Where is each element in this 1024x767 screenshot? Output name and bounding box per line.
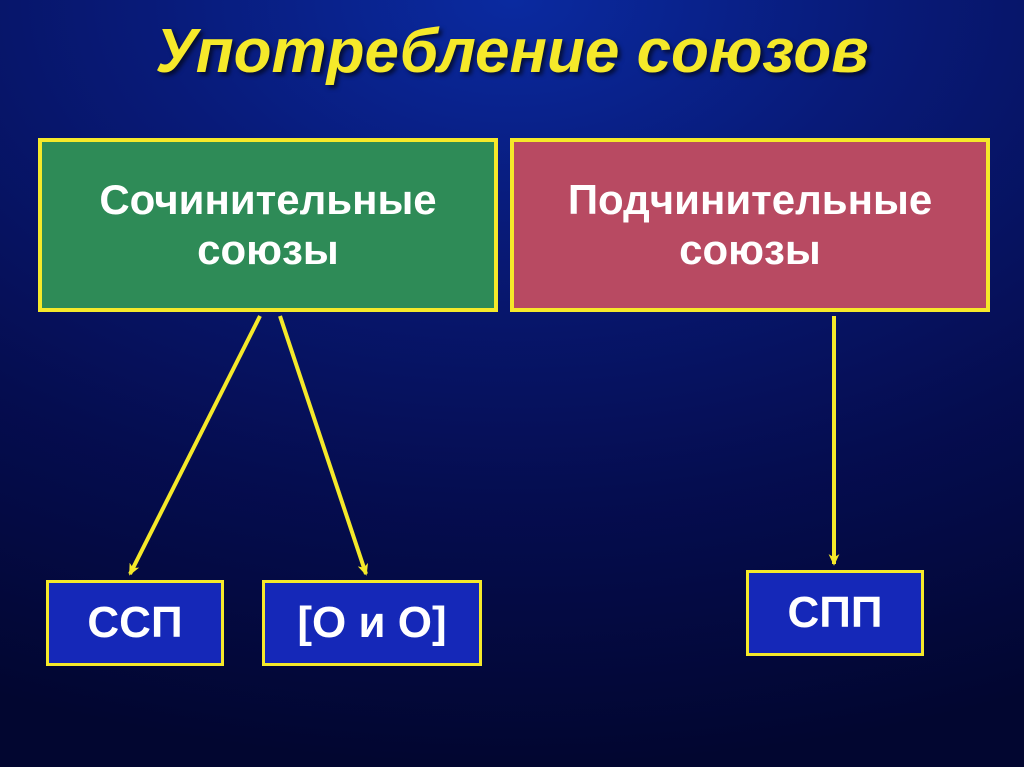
box-ssp: ССП	[46, 580, 224, 666]
box-oio: [О и О]	[262, 580, 482, 666]
box-ssp-text: ССП	[87, 598, 182, 648]
box-coordinating-text: Сочинительные союзы	[99, 175, 436, 276]
box-coord-line2: союзы	[197, 226, 339, 273]
box-subordinating-text: Подчинительные союзы	[568, 175, 932, 276]
box-spp: СПП	[746, 570, 924, 656]
box-subord-line1: Подчинительные	[568, 176, 932, 223]
box-oio-text: [О и О]	[297, 598, 446, 648]
title-text: Употребление союзов	[155, 17, 868, 86]
page-title: Употребление союзов	[155, 16, 868, 87]
box-coordinating: Сочинительные союзы	[38, 138, 498, 312]
box-spp-text: СПП	[787, 588, 882, 638]
box-subordinating: Подчинительные союзы	[510, 138, 990, 312]
box-coord-line1: Сочинительные	[99, 176, 436, 223]
box-subord-line2: союзы	[679, 226, 821, 273]
